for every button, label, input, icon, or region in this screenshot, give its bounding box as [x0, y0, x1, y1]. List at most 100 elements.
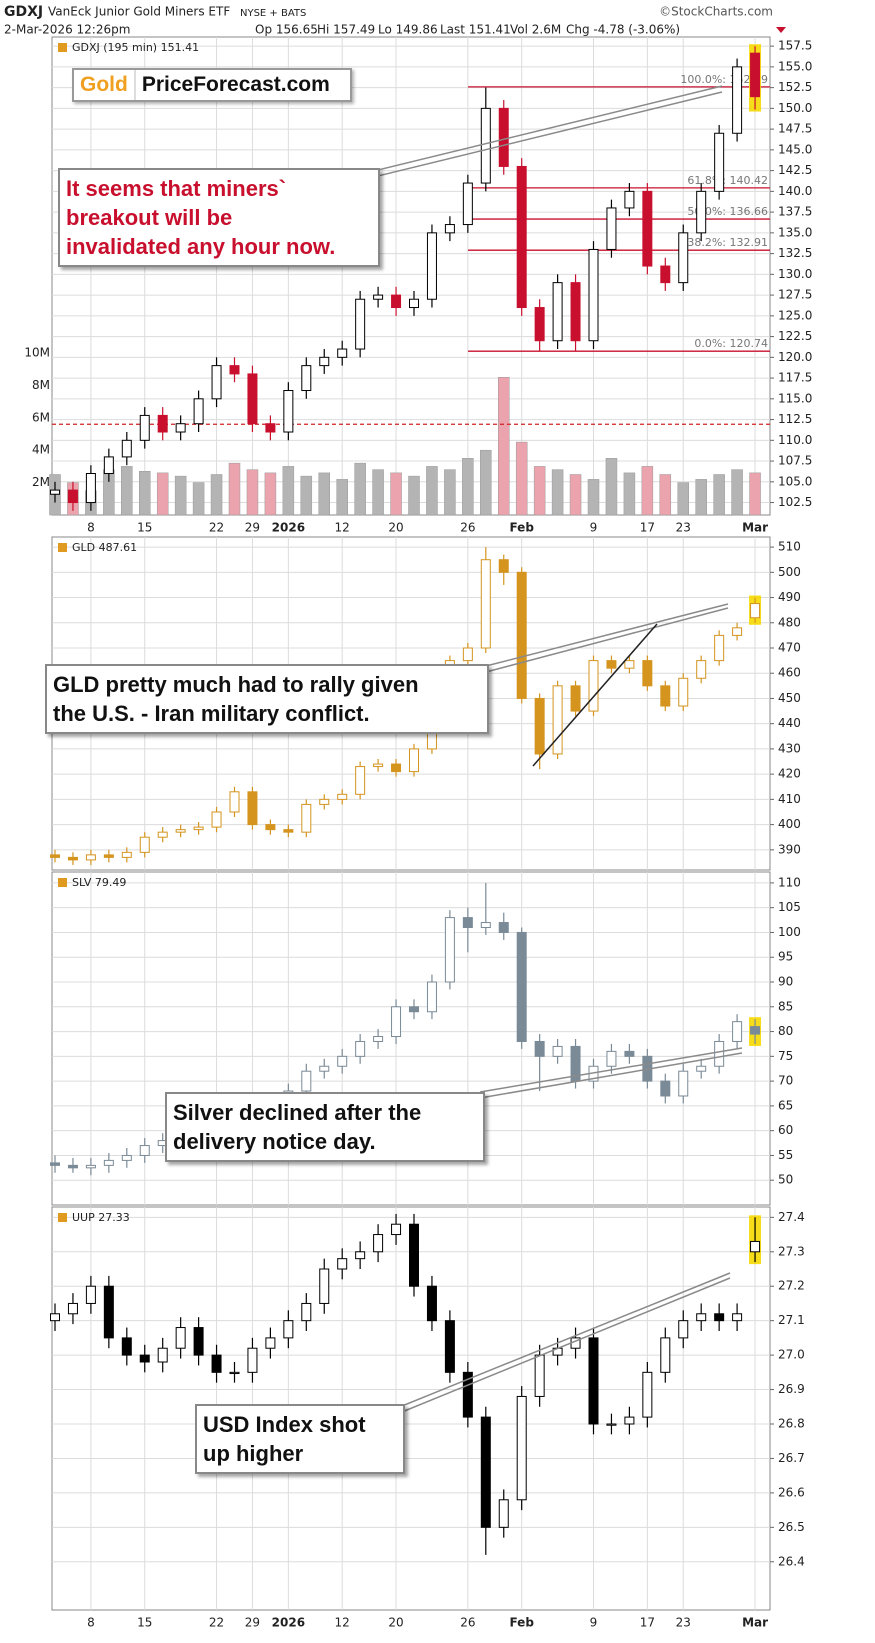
candle-body: [67, 1164, 78, 1169]
callout-line: Silver declined after the: [173, 1100, 422, 1125]
header-symbol: GDXJ: [4, 4, 43, 20]
candle-body: [696, 190, 707, 234]
y-tick-label: 27.2: [778, 1279, 805, 1293]
candle-body: [373, 763, 384, 768]
x-tick-label: 15: [137, 1616, 152, 1630]
candle-body: [462, 647, 473, 662]
y-tick-label: 105.0: [778, 474, 812, 488]
fib-label: 0.0%: 120.74: [694, 337, 768, 350]
candle-body: [750, 1026, 761, 1035]
menu-arrow: [776, 27, 786, 33]
candle-body: [337, 1258, 348, 1270]
candle-body: [552, 282, 563, 342]
candle-body: [624, 190, 635, 209]
candle-body: [319, 1268, 330, 1304]
volume-bar: [533, 466, 546, 516]
candle-body: [175, 829, 186, 833]
candle-body: [480, 1416, 491, 1528]
volume-bar: [695, 479, 707, 516]
candle-body: [50, 1162, 60, 1166]
candle-body: [606, 1050, 617, 1067]
header-last: Last 151.41: [440, 23, 511, 37]
candle-body: [319, 798, 330, 805]
candle-body: [283, 829, 294, 833]
x-tick-label: 22: [209, 1616, 224, 1630]
candle-body: [624, 1416, 635, 1425]
candle-body: [265, 423, 276, 433]
y-tick-label: 27.4: [778, 1210, 805, 1224]
candle-body: [373, 1234, 384, 1253]
candle-body: [103, 456, 114, 475]
candle-body: [229, 1371, 240, 1375]
y-tick-label: 70: [778, 1074, 793, 1088]
legend-icon: [58, 1213, 67, 1222]
y-tick-label: 150.0: [778, 101, 812, 115]
y-tick-label: 480: [778, 615, 801, 629]
y-tick-label: 27.0: [778, 1348, 805, 1362]
candle-body: [480, 559, 491, 649]
candle-body: [534, 307, 545, 342]
candle-body: [139, 414, 150, 441]
volume-bar: [515, 441, 528, 516]
candle-body: [534, 1040, 545, 1057]
x-tick-label: 9: [590, 521, 598, 535]
candle-body: [498, 922, 509, 933]
candle-body: [570, 282, 581, 342]
y2-tick-label: 6M: [32, 410, 50, 424]
fib-label: 61.8%: 140.42: [687, 174, 768, 187]
candle-body: [678, 1320, 689, 1339]
panel-title: GLD 487.61: [72, 541, 137, 554]
candle-body: [642, 190, 653, 267]
candle-body: [211, 1354, 222, 1373]
candle-body: [714, 634, 725, 662]
plots: 102.5105.0107.5110.0112.5115.0117.5120.0…: [24, 36, 812, 1630]
x-tick-label: Feb: [509, 1616, 534, 1630]
candle-body: [534, 1354, 545, 1397]
volume-bar: [192, 482, 205, 516]
callout-line: USD Index shot: [203, 1412, 366, 1437]
volume-bar: [372, 469, 384, 516]
y-tick-label: 26.7: [778, 1451, 805, 1465]
candle-body: [642, 660, 653, 687]
candle-body: [750, 603, 761, 619]
header-date: 2-Mar-2026 12:26pm: [4, 23, 130, 37]
candle-body: [193, 398, 204, 425]
candle-body: [337, 1055, 348, 1067]
y-tick-label: 110: [778, 875, 801, 889]
candle-body: [67, 1302, 78, 1315]
logo-gold: Gold: [74, 70, 136, 100]
volume-bar: [282, 466, 295, 516]
y-tick-label: 100: [778, 925, 801, 939]
y-tick-label: 102.5: [778, 495, 812, 509]
volume-bar: [121, 466, 133, 516]
candle-body: [283, 1320, 294, 1339]
candle-body: [624, 1050, 635, 1057]
y-tick-label: 90: [778, 975, 793, 989]
panel-frame: [51, 36, 771, 516]
volume-bar: [551, 469, 564, 516]
header-change: Chg -4.78 (-3.06%): [566, 23, 680, 37]
candle-body: [103, 1285, 114, 1339]
x-tick-label: 20: [388, 521, 403, 535]
y-tick-label: 440: [778, 716, 801, 730]
y-tick-label: 107.5: [778, 454, 812, 468]
y-tick-label: 390: [778, 842, 801, 856]
y-tick-label: 26.4: [778, 1554, 805, 1568]
trend-line: [485, 607, 729, 673]
candle-body: [588, 1337, 599, 1425]
y-tick-label: 75: [778, 1049, 793, 1063]
candle-body: [498, 1499, 509, 1528]
y-tick-label: 135.0: [778, 225, 812, 239]
trend-line: [532, 623, 658, 767]
candle-body: [247, 1347, 258, 1373]
y-tick-label: 450: [778, 691, 801, 705]
y-tick-label: 152.5: [778, 80, 812, 94]
volume-bar: [210, 474, 223, 516]
trend-line: [479, 1047, 743, 1093]
candle-body: [732, 1313, 743, 1322]
header-open: Op 156.65: [255, 23, 318, 37]
panel-title: UUP 27.33: [72, 1211, 130, 1224]
x-tick-label: 26: [460, 1616, 475, 1630]
candle-body: [247, 791, 258, 826]
y-tick-label: 26.9: [778, 1382, 805, 1396]
